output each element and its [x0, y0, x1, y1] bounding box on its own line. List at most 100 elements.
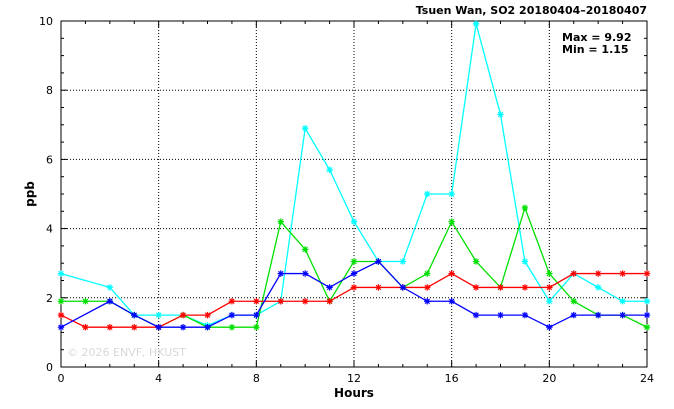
x-tick-label: 8	[253, 372, 260, 385]
data-point	[375, 284, 382, 291]
data-point	[131, 311, 138, 319]
data-point	[350, 270, 358, 277]
y-tick-label: 4	[46, 223, 53, 236]
data-point	[57, 298, 65, 305]
data-point	[399, 258, 407, 265]
data-point	[326, 284, 333, 291]
watermark: © 2026 ENVF, HKUST	[67, 346, 186, 359]
data-point	[546, 270, 553, 277]
data-point	[594, 311, 602, 319]
data-point	[277, 270, 284, 277]
data-point	[546, 284, 553, 291]
y-tick-label: 8	[46, 84, 53, 97]
data-point	[253, 298, 260, 305]
data-point	[448, 270, 455, 277]
data-point	[301, 125, 309, 132]
data-point	[546, 298, 553, 305]
data-point	[643, 311, 651, 319]
data-point	[497, 311, 504, 319]
axis-ticks	[60, 20, 648, 368]
data-point	[57, 270, 65, 277]
data-point	[253, 324, 260, 331]
data-point	[277, 298, 284, 305]
data-point	[448, 218, 455, 225]
x-axis-title: Hours	[334, 386, 374, 400]
data-point	[204, 311, 211, 319]
data-point	[546, 324, 553, 331]
data-point	[643, 270, 651, 277]
min-stat: Min = 1.15	[562, 43, 629, 56]
grid-lines	[61, 21, 647, 367]
data-point	[375, 258, 382, 265]
data-point	[155, 311, 162, 319]
data-point	[350, 284, 358, 291]
data-point	[424, 190, 431, 198]
data-point	[448, 298, 455, 305]
data-point	[228, 311, 236, 319]
data-point	[424, 270, 431, 277]
data-point	[106, 284, 114, 291]
data-point	[179, 311, 187, 319]
data-point	[82, 298, 89, 305]
data-point	[497, 111, 504, 118]
data-point	[594, 270, 602, 277]
data-point	[301, 298, 309, 305]
x-tick-label: 0	[58, 372, 65, 385]
data-point	[57, 324, 65, 331]
data-point	[521, 204, 529, 212]
y-tick-label: 10	[39, 15, 53, 28]
data-point	[253, 311, 260, 319]
data-point	[301, 270, 309, 277]
y-tick-label: 0	[46, 361, 53, 374]
data-point	[472, 311, 480, 319]
data-point	[472, 258, 480, 265]
data-point	[424, 298, 431, 305]
data-point	[228, 324, 236, 331]
data-point	[350, 218, 358, 225]
x-tick-label: 4	[155, 372, 162, 385]
y-tick-label: 2	[46, 292, 53, 305]
data-point	[179, 324, 187, 331]
data-point	[350, 258, 358, 265]
data-point	[643, 324, 651, 331]
x-tick-label: 16	[445, 372, 459, 385]
max-stat: Max = 9.92	[562, 31, 631, 44]
data-point	[497, 284, 504, 291]
chart-title: Tsuen Wan, SO2 20180404–20180407	[416, 4, 647, 17]
data-point	[228, 298, 236, 305]
x-tick-label: 12	[347, 372, 361, 385]
data-point	[472, 20, 480, 27]
data-point	[570, 311, 577, 319]
data-point	[57, 311, 65, 319]
y-tick-labels: 0 2 4 6 8 10	[39, 15, 53, 374]
x-tick-labels: 0 4 8 12 16 20 24	[58, 372, 655, 385]
series-line	[60, 260, 647, 328]
data-point	[472, 284, 480, 291]
data-point	[82, 324, 89, 331]
x-tick-label: 20	[542, 372, 556, 385]
data-point	[594, 284, 602, 291]
data-point	[521, 284, 529, 291]
data-point	[619, 311, 626, 319]
data-point	[301, 246, 309, 253]
data-point	[204, 324, 211, 331]
series-4	[57, 258, 651, 331]
data-point	[277, 218, 284, 225]
data-point	[643, 298, 651, 305]
data-point	[619, 298, 626, 305]
x-tick-label: 24	[640, 372, 654, 385]
data-point	[521, 311, 529, 319]
data-point	[521, 258, 529, 265]
data-point	[399, 284, 407, 291]
data-point	[106, 324, 114, 331]
data-point	[448, 190, 455, 198]
data-point	[326, 166, 333, 173]
data-point	[131, 324, 138, 331]
data-point	[106, 298, 114, 305]
data-point	[570, 270, 577, 277]
data-point	[424, 284, 431, 291]
data-point	[326, 298, 333, 305]
data-point	[155, 324, 162, 331]
data-point	[619, 270, 626, 277]
